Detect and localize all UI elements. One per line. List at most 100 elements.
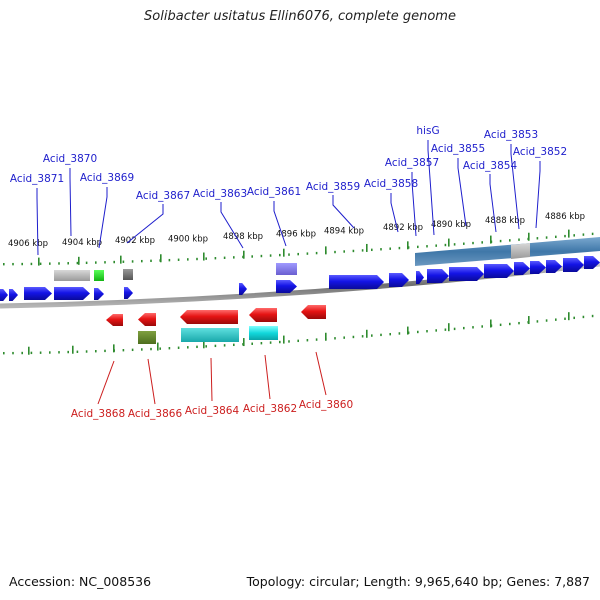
gene-label[interactable]: Acid_3871 [10,173,64,185]
gene-label[interactable]: Acid_3864 [185,405,240,417]
gene-label[interactable]: Acid_3867 [136,190,190,202]
minor-tick [481,241,483,244]
scale-label: 4892 kbp [383,223,423,233]
major-tick [448,323,450,332]
minor-tick [343,336,345,339]
minor-tick [196,257,198,261]
minor-tick [251,342,253,345]
forward-gene[interactable] [0,289,8,301]
major-tick [568,312,570,321]
reverse-gene[interactable] [180,310,238,324]
forward-gene[interactable] [239,283,247,295]
minor-tick [21,351,23,355]
gene-label[interactable]: Acid_3859 [306,181,360,193]
minor-tick [21,262,23,266]
forward-gene[interactable] [54,287,90,300]
gene-label[interactable]: Acid_3870 [43,153,97,165]
minor-tick [122,260,125,263]
minor-tick [536,320,539,323]
gene-label[interactable]: Acid_3869 [80,172,134,184]
minor-tick [591,314,594,318]
forward-gene[interactable] [94,288,104,300]
major-tick [203,252,205,261]
forward-gene[interactable] [584,256,600,269]
forward-gene[interactable] [546,260,562,273]
label-leader-line [332,195,355,229]
minor-tick [95,350,97,353]
forward-gene[interactable] [484,264,514,278]
forward-gene[interactable] [276,280,297,293]
forward-gene[interactable] [416,271,424,284]
forward-gene[interactable] [530,261,546,274]
minor-tick [3,351,5,355]
forward-gene[interactable] [9,289,18,301]
map-title: Solibacter usitatus Ellin6076, complete … [144,9,456,24]
minor-tick [205,345,207,348]
forward-gene[interactable] [427,269,449,283]
forward-gene[interactable] [563,258,584,272]
minor-tick [39,262,42,265]
scale-label: 4894 kbp [324,227,364,237]
gene-label[interactable]: Acid_3858 [364,178,418,190]
minor-tick [509,322,511,326]
forward-gene[interactable] [24,287,52,300]
gene-label[interactable]: Acid_3854 [463,160,518,172]
minor-tick [260,341,263,345]
label-leader-line [210,357,213,402]
minor-tick [315,338,318,341]
minor-tick [269,254,272,257]
minor-tick [463,326,465,330]
gene-label[interactable]: Acid_3862 [243,403,297,415]
minor-tick [233,256,235,259]
minor-tick [150,347,152,351]
minor-tick [499,239,502,243]
minor-tick [141,259,143,263]
forward-gene[interactable] [389,273,409,287]
scale-labels: 4906 kbp 4904 kbp 4902 kbp 4900 kbp 4898 kbp… [8,212,585,249]
minor-tick [573,316,575,320]
minor-tick [279,253,281,257]
minor-tick [113,260,115,264]
gene-label[interactable]: Acid_3852 [513,146,567,158]
reverse-gene[interactable] [138,313,156,326]
forward-gene[interactable] [449,267,484,281]
minor-tick [417,245,419,249]
gene-label[interactable]: Acid_3863 [193,188,247,200]
gene-label[interactable]: Acid_3857 [385,157,439,169]
label-leader-line [411,172,417,237]
major-tick [160,254,162,263]
minor-tick [177,258,180,261]
gene-label[interactable]: Acid_3866 [128,408,183,420]
minor-tick [288,253,290,256]
minor-tick [582,315,585,319]
reverse-gene[interactable] [249,308,277,322]
gene-label[interactable]: Acid_3861 [247,186,301,198]
scale-label: 4886 kbp [545,212,585,222]
label-leader-line [315,351,327,396]
scale-label: 4900 kbp [168,234,208,244]
forward-gene[interactable] [124,287,133,299]
forward-gene[interactable] [514,262,530,275]
minor-tick [499,323,502,327]
gene-label[interactable]: Acid_3853 [484,129,538,141]
major-tick [528,232,530,241]
gene-label[interactable]: hisG [416,125,439,137]
reverse-gene[interactable] [301,305,326,319]
forward-gene[interactable] [329,275,384,289]
gene-label[interactable]: Acid_3855 [431,143,485,155]
minor-tick [555,235,557,239]
minor-tick [122,349,125,352]
minor-tick [582,233,585,236]
minor-tick [509,239,511,242]
scale-label: 4888 kbp [485,216,525,226]
label-leader-line [147,358,156,405]
minor-tick [297,339,299,343]
minor-tick [472,326,474,329]
major-tick [325,332,327,341]
minor-tick [58,262,60,265]
gene-label[interactable]: Acid_3868 [71,408,125,420]
gene-label[interactable]: Acid_3860 [299,399,353,411]
reverse-gene[interactable] [106,314,123,326]
minor-tick [85,350,88,353]
label-leader-line [535,161,541,229]
